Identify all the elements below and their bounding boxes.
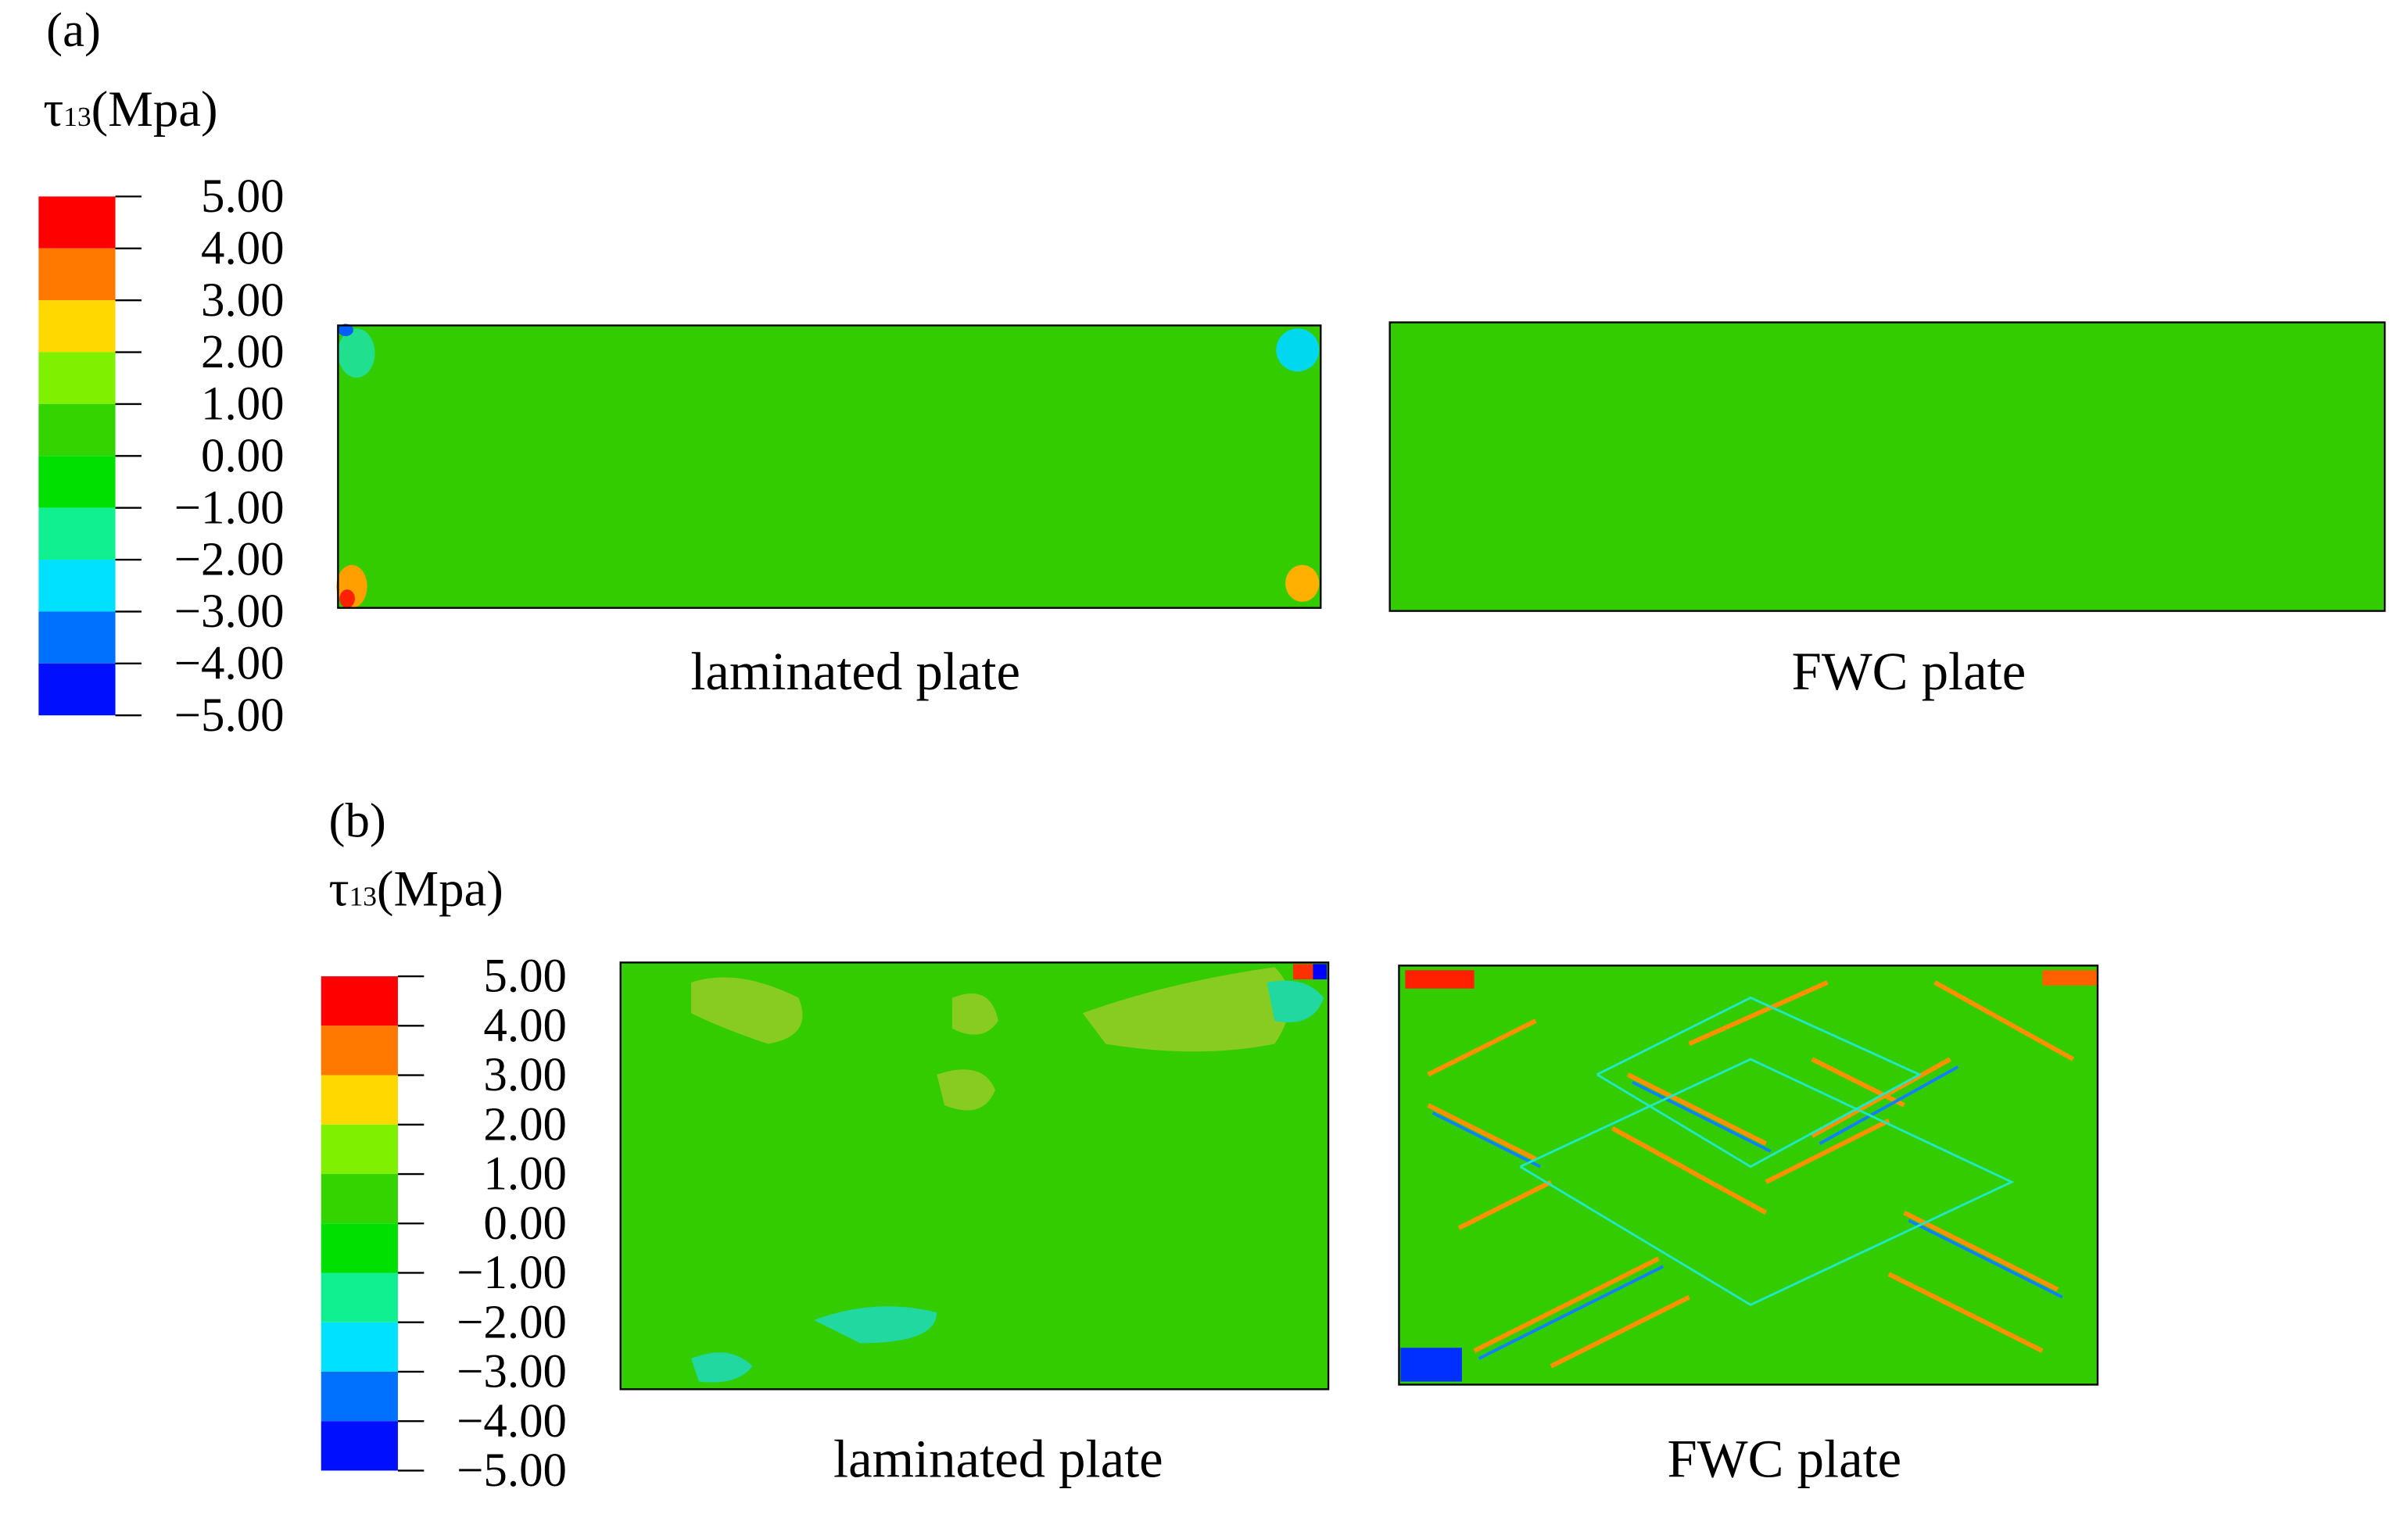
legend-tick-label: 5.00 [483, 950, 567, 1003]
plate-b-fwc [1398, 965, 2099, 1386]
legend-tick-label: −3.00 [457, 1346, 567, 1398]
legend-tick-label: 0.00 [483, 1197, 567, 1250]
legend-tick-label: −2.00 [457, 1296, 567, 1348]
legend-swatch [38, 403, 116, 456]
plate-a-laminated [336, 324, 1322, 609]
plate-caption: laminated plate [690, 642, 1020, 701]
legend-swatch [321, 1075, 398, 1125]
legend-tick-label: −5.00 [457, 1444, 567, 1497]
legend-swatch [38, 352, 116, 404]
legend-title: τ13(Mpa) [43, 81, 217, 138]
legend-swatch [321, 976, 398, 1026]
legend-tick-label: −1.00 [174, 481, 285, 534]
legend-tick-label: 0.00 [201, 430, 285, 482]
legend-tick-label: 4.00 [483, 1000, 567, 1052]
legend-tick-label: −2.00 [174, 534, 285, 586]
legend-symbol: τ [329, 861, 349, 918]
legend-tick-label: −4.00 [457, 1395, 567, 1448]
legend-swatch [38, 196, 116, 249]
legend-swatch [38, 560, 116, 612]
panel-label: (a) [46, 2, 101, 57]
legend-swatch [321, 1272, 398, 1323]
legend-subscript: 13 [349, 881, 377, 912]
plate-caption: FWC plate [1792, 642, 2026, 701]
legend-swatch [38, 611, 116, 664]
legend-tick-label: 1.00 [483, 1148, 567, 1201]
legend-swatch [38, 663, 116, 716]
panel: (a) τ13(Mpa) 5.004.003.002.001.000.00−1.00… [38, 2, 2026, 742]
legend-subscript: 13 [63, 101, 91, 132]
legend-unit: (Mpa) [91, 81, 218, 138]
legend-swatch [321, 1223, 398, 1273]
legend-swatch [38, 300, 116, 353]
legend-tick-label: 3.00 [201, 274, 285, 327]
legend-title: τ13(Mpa) [329, 861, 503, 918]
legend-tick-label: −1.00 [457, 1247, 567, 1299]
legend-tick-label: 4.00 [201, 222, 285, 274]
legend-swatch [321, 1174, 398, 1224]
legend-swatch [321, 1421, 398, 1471]
legend-swatch [321, 1322, 398, 1372]
panel-label: (b) [329, 793, 386, 847]
legend-swatch [38, 456, 116, 508]
legend-swatch [321, 1371, 398, 1422]
legend-swatch [38, 248, 116, 301]
legend-tick-label: −3.00 [174, 585, 285, 638]
legend-swatch [321, 1124, 398, 1175]
plate-caption: laminated plate [833, 1429, 1163, 1488]
plate-caption: FWC plate [1668, 1429, 1902, 1488]
legend-tick-label: 2.00 [201, 326, 285, 378]
plate-a-fwc [1389, 321, 2386, 612]
legend-tick-label: 3.00 [483, 1049, 567, 1101]
legend-tick-label: −4.00 [174, 637, 285, 689]
legend-symbol: τ [43, 81, 63, 138]
legend-tick-label: 5.00 [201, 170, 285, 223]
legend-swatch [38, 507, 116, 560]
plate-b-laminated [619, 961, 1330, 1391]
panel: (b) τ13(Mpa) 5.004.003.002.001.000.00−1.00… [321, 793, 1901, 1497]
legend-tick-label: −5.00 [174, 689, 285, 742]
legend-unit: (Mpa) [377, 861, 503, 918]
legend-swatch [321, 1026, 398, 1076]
legend-tick-label: 2.00 [483, 1098, 567, 1151]
legend-tick-label: 1.00 [201, 378, 285, 431]
